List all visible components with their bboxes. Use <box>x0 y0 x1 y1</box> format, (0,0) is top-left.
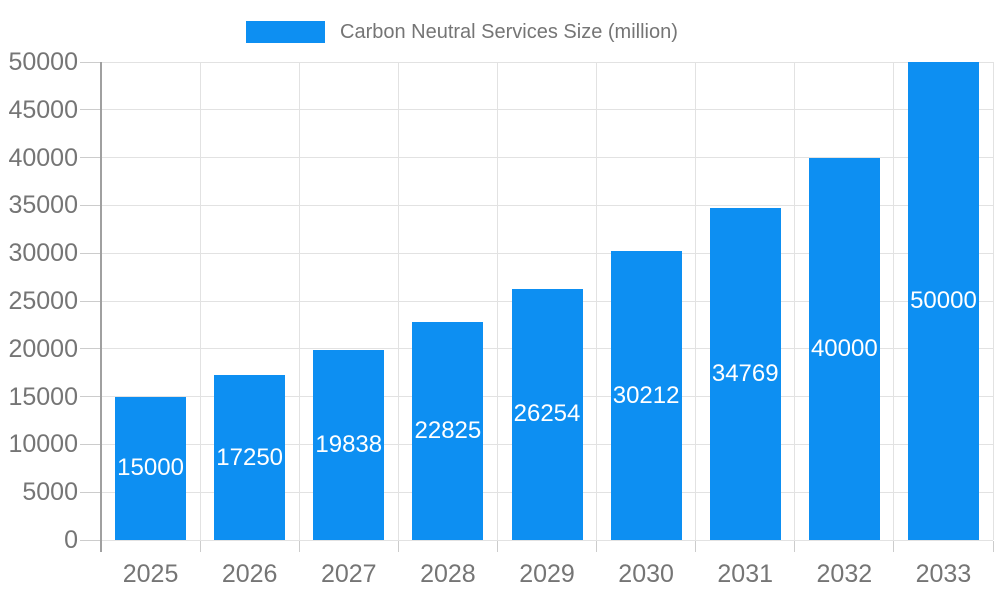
bar-value-label: 17250 <box>216 443 284 471</box>
x-tick-mark <box>695 541 697 552</box>
bar-value-label: 15000 <box>117 454 184 482</box>
y-tick-label: 25000 <box>8 287 78 315</box>
y-tick-mark <box>80 539 101 541</box>
gridline-vertical <box>992 62 994 540</box>
x-tick-mark <box>496 541 498 552</box>
y-tick-mark <box>80 300 101 302</box>
gridline-vertical <box>596 62 598 540</box>
x-tick-label: 2029 <box>519 560 575 588</box>
bar-value-label: 19838 <box>315 431 383 459</box>
bar-value-label: 22825 <box>414 416 482 444</box>
x-tick-mark <box>893 541 895 552</box>
y-tick-mark <box>80 491 101 493</box>
legend-label[interactable]: Carbon Neutral Services Size (million) <box>340 21 678 43</box>
x-tick-mark <box>596 541 598 552</box>
gridline-vertical <box>397 62 399 540</box>
bar[interactable]: 15000 <box>115 396 187 540</box>
y-tick-mark <box>80 204 101 206</box>
y-tick-label: 15000 <box>8 382 78 411</box>
x-tick-label: 2031 <box>717 560 774 588</box>
y-tick-mark <box>80 61 101 63</box>
gridline-vertical <box>199 62 201 540</box>
gridline-vertical <box>695 62 697 540</box>
x-tick-mark <box>397 541 399 552</box>
y-tick-label: 50000 <box>8 48 78 76</box>
y-tick-label: 20000 <box>8 334 78 363</box>
gridline-vertical <box>893 62 895 540</box>
x-tick-label: 2026 <box>221 560 278 588</box>
bar-value-label: 50000 <box>910 287 977 314</box>
y-tick-label: 45000 <box>8 95 78 124</box>
gridline-vertical <box>496 62 498 540</box>
y-tick-label: 30000 <box>8 239 78 268</box>
y-tick-label: 0 <box>64 526 78 554</box>
gridline-vertical <box>298 62 300 540</box>
y-tick-mark <box>80 252 101 254</box>
gridline-horizontal <box>101 252 993 254</box>
x-tick-mark <box>794 541 796 552</box>
gridline-horizontal <box>101 539 993 541</box>
bar[interactable]: 22825 <box>412 321 484 540</box>
x-tick-mark <box>298 541 300 552</box>
bar[interactable]: 40000 <box>808 157 880 540</box>
bar-value-label: 34769 <box>711 359 779 387</box>
bar[interactable]: 19838 <box>313 350 385 540</box>
bar[interactable]: 34769 <box>709 207 781 540</box>
x-tick-mark <box>992 541 994 552</box>
x-tick-label: 2032 <box>816 560 873 588</box>
y-tick-label: 35000 <box>8 191 78 220</box>
x-tick-label: 2030 <box>618 560 674 588</box>
x-tick-mark <box>199 541 201 552</box>
bar[interactable]: 50000 <box>907 62 979 540</box>
y-tick-mark <box>80 396 101 398</box>
bar[interactable]: 26254 <box>511 289 583 540</box>
legend-swatch[interactable] <box>246 21 325 43</box>
y-tick-label: 5000 <box>22 478 78 507</box>
y-tick-label: 40000 <box>8 143 78 172</box>
gridline-horizontal <box>101 61 993 63</box>
bar-value-label: 30212 <box>612 381 680 409</box>
x-tick-label: 2033 <box>915 560 972 588</box>
bar[interactable]: 17250 <box>214 375 286 540</box>
y-tick-mark <box>80 443 101 445</box>
gridline-horizontal <box>101 109 993 111</box>
y-axis-line <box>100 62 102 552</box>
gridline-vertical <box>794 62 796 540</box>
x-tick-label: 2027 <box>320 560 377 588</box>
y-tick-mark <box>80 157 101 159</box>
x-tick-label: 2025 <box>122 560 179 588</box>
y-tick-label: 10000 <box>8 430 78 459</box>
y-tick-mark <box>80 109 101 111</box>
bar-value-label: 26254 <box>513 400 581 428</box>
x-tick-label: 2028 <box>420 560 476 588</box>
gridline-horizontal <box>101 157 993 159</box>
y-tick-mark <box>80 348 101 350</box>
gridline-horizontal <box>101 204 993 206</box>
bar[interactable]: 30212 <box>610 251 682 540</box>
bar-value-label: 40000 <box>810 334 878 362</box>
